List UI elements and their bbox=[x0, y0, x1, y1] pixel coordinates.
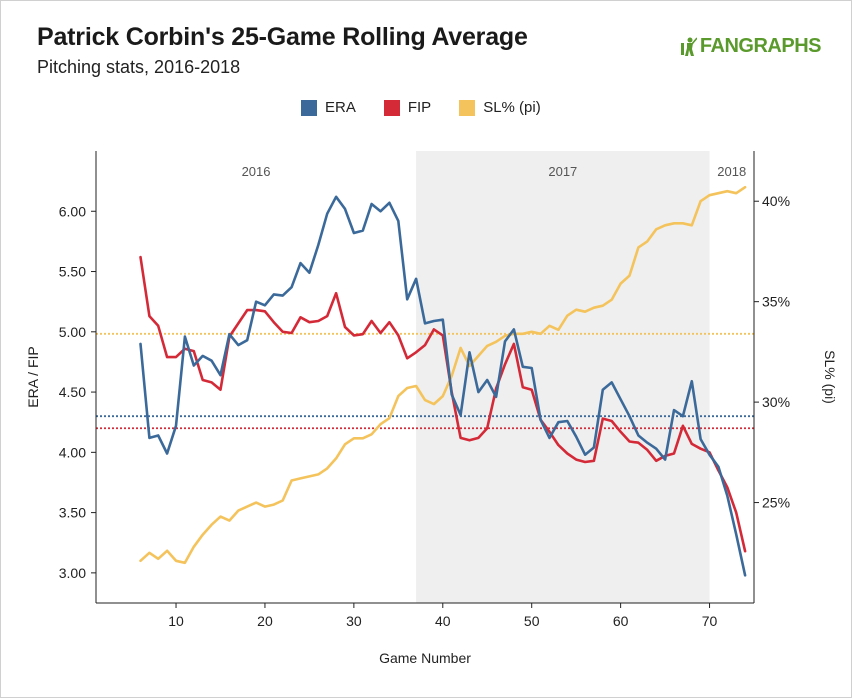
batter-icon bbox=[680, 36, 698, 57]
y-right-tick-label: 40% bbox=[762, 193, 790, 209]
legend-swatch-sl bbox=[459, 99, 476, 116]
legend-swatch-fip bbox=[383, 99, 400, 116]
region-label-2017: 2017 bbox=[548, 164, 577, 179]
y-right-tick-label: 30% bbox=[762, 394, 790, 410]
x-tick-label: 20 bbox=[257, 613, 273, 629]
region-label-2016: 2016 bbox=[242, 164, 271, 179]
legend-swatch-era bbox=[301, 99, 317, 116]
x-tick-label: 70 bbox=[702, 613, 718, 629]
x-tick-label: 10 bbox=[168, 613, 184, 629]
series-line-fip bbox=[139, 255, 747, 553]
y-tick-label: 4.00 bbox=[59, 444, 86, 460]
chart-subtitle: Pitching stats, 2016-2018 bbox=[37, 57, 241, 77]
y-tick-label: 5.00 bbox=[59, 324, 86, 340]
x-axis-label: Game Number bbox=[379, 650, 471, 666]
chart-legend: ERA FIP SL% (pi) bbox=[301, 99, 541, 116]
y-tick-label: 4.50 bbox=[59, 384, 86, 400]
y-right-tick-label: 35% bbox=[762, 294, 790, 310]
y-right-tick-label: 25% bbox=[762, 495, 790, 511]
series-line-era bbox=[139, 195, 747, 577]
y-tick-label: 3.50 bbox=[59, 505, 86, 521]
y-tick-label: 6.00 bbox=[59, 203, 86, 219]
shaded-region-2017 bbox=[416, 151, 710, 603]
fangraphs-logo: FANGRAPHS bbox=[680, 35, 822, 58]
x-tick-label: 60 bbox=[613, 613, 629, 629]
region-label-2018: 2018 bbox=[717, 164, 746, 179]
series-line-sl-pi bbox=[139, 185, 747, 565]
y-tick-label: 3.00 bbox=[59, 565, 86, 581]
y-tick-label: 5.50 bbox=[59, 264, 86, 280]
logo-text: FANGRAPHS bbox=[699, 35, 822, 57]
legend-item-fip: FIP bbox=[383, 99, 432, 116]
x-tick-label: 40 bbox=[435, 613, 451, 629]
legend-label-fip: FIP bbox=[407, 99, 432, 116]
legend-label-era: ERA bbox=[325, 99, 356, 116]
x-tick-label: 50 bbox=[524, 613, 540, 629]
y-axis-label: ERA / FIP bbox=[25, 346, 41, 407]
x-tick-label: 30 bbox=[346, 613, 362, 629]
y-axis-right-label: SL% (pi) bbox=[822, 350, 838, 404]
legend-item-sl: SL% (pi) bbox=[459, 99, 541, 116]
legend-item-era: ERA bbox=[301, 99, 356, 116]
chart-title: Patrick Corbin's 25-Game Rolling Average bbox=[37, 23, 528, 51]
legend-label-sl: SL% (pi) bbox=[483, 99, 541, 116]
